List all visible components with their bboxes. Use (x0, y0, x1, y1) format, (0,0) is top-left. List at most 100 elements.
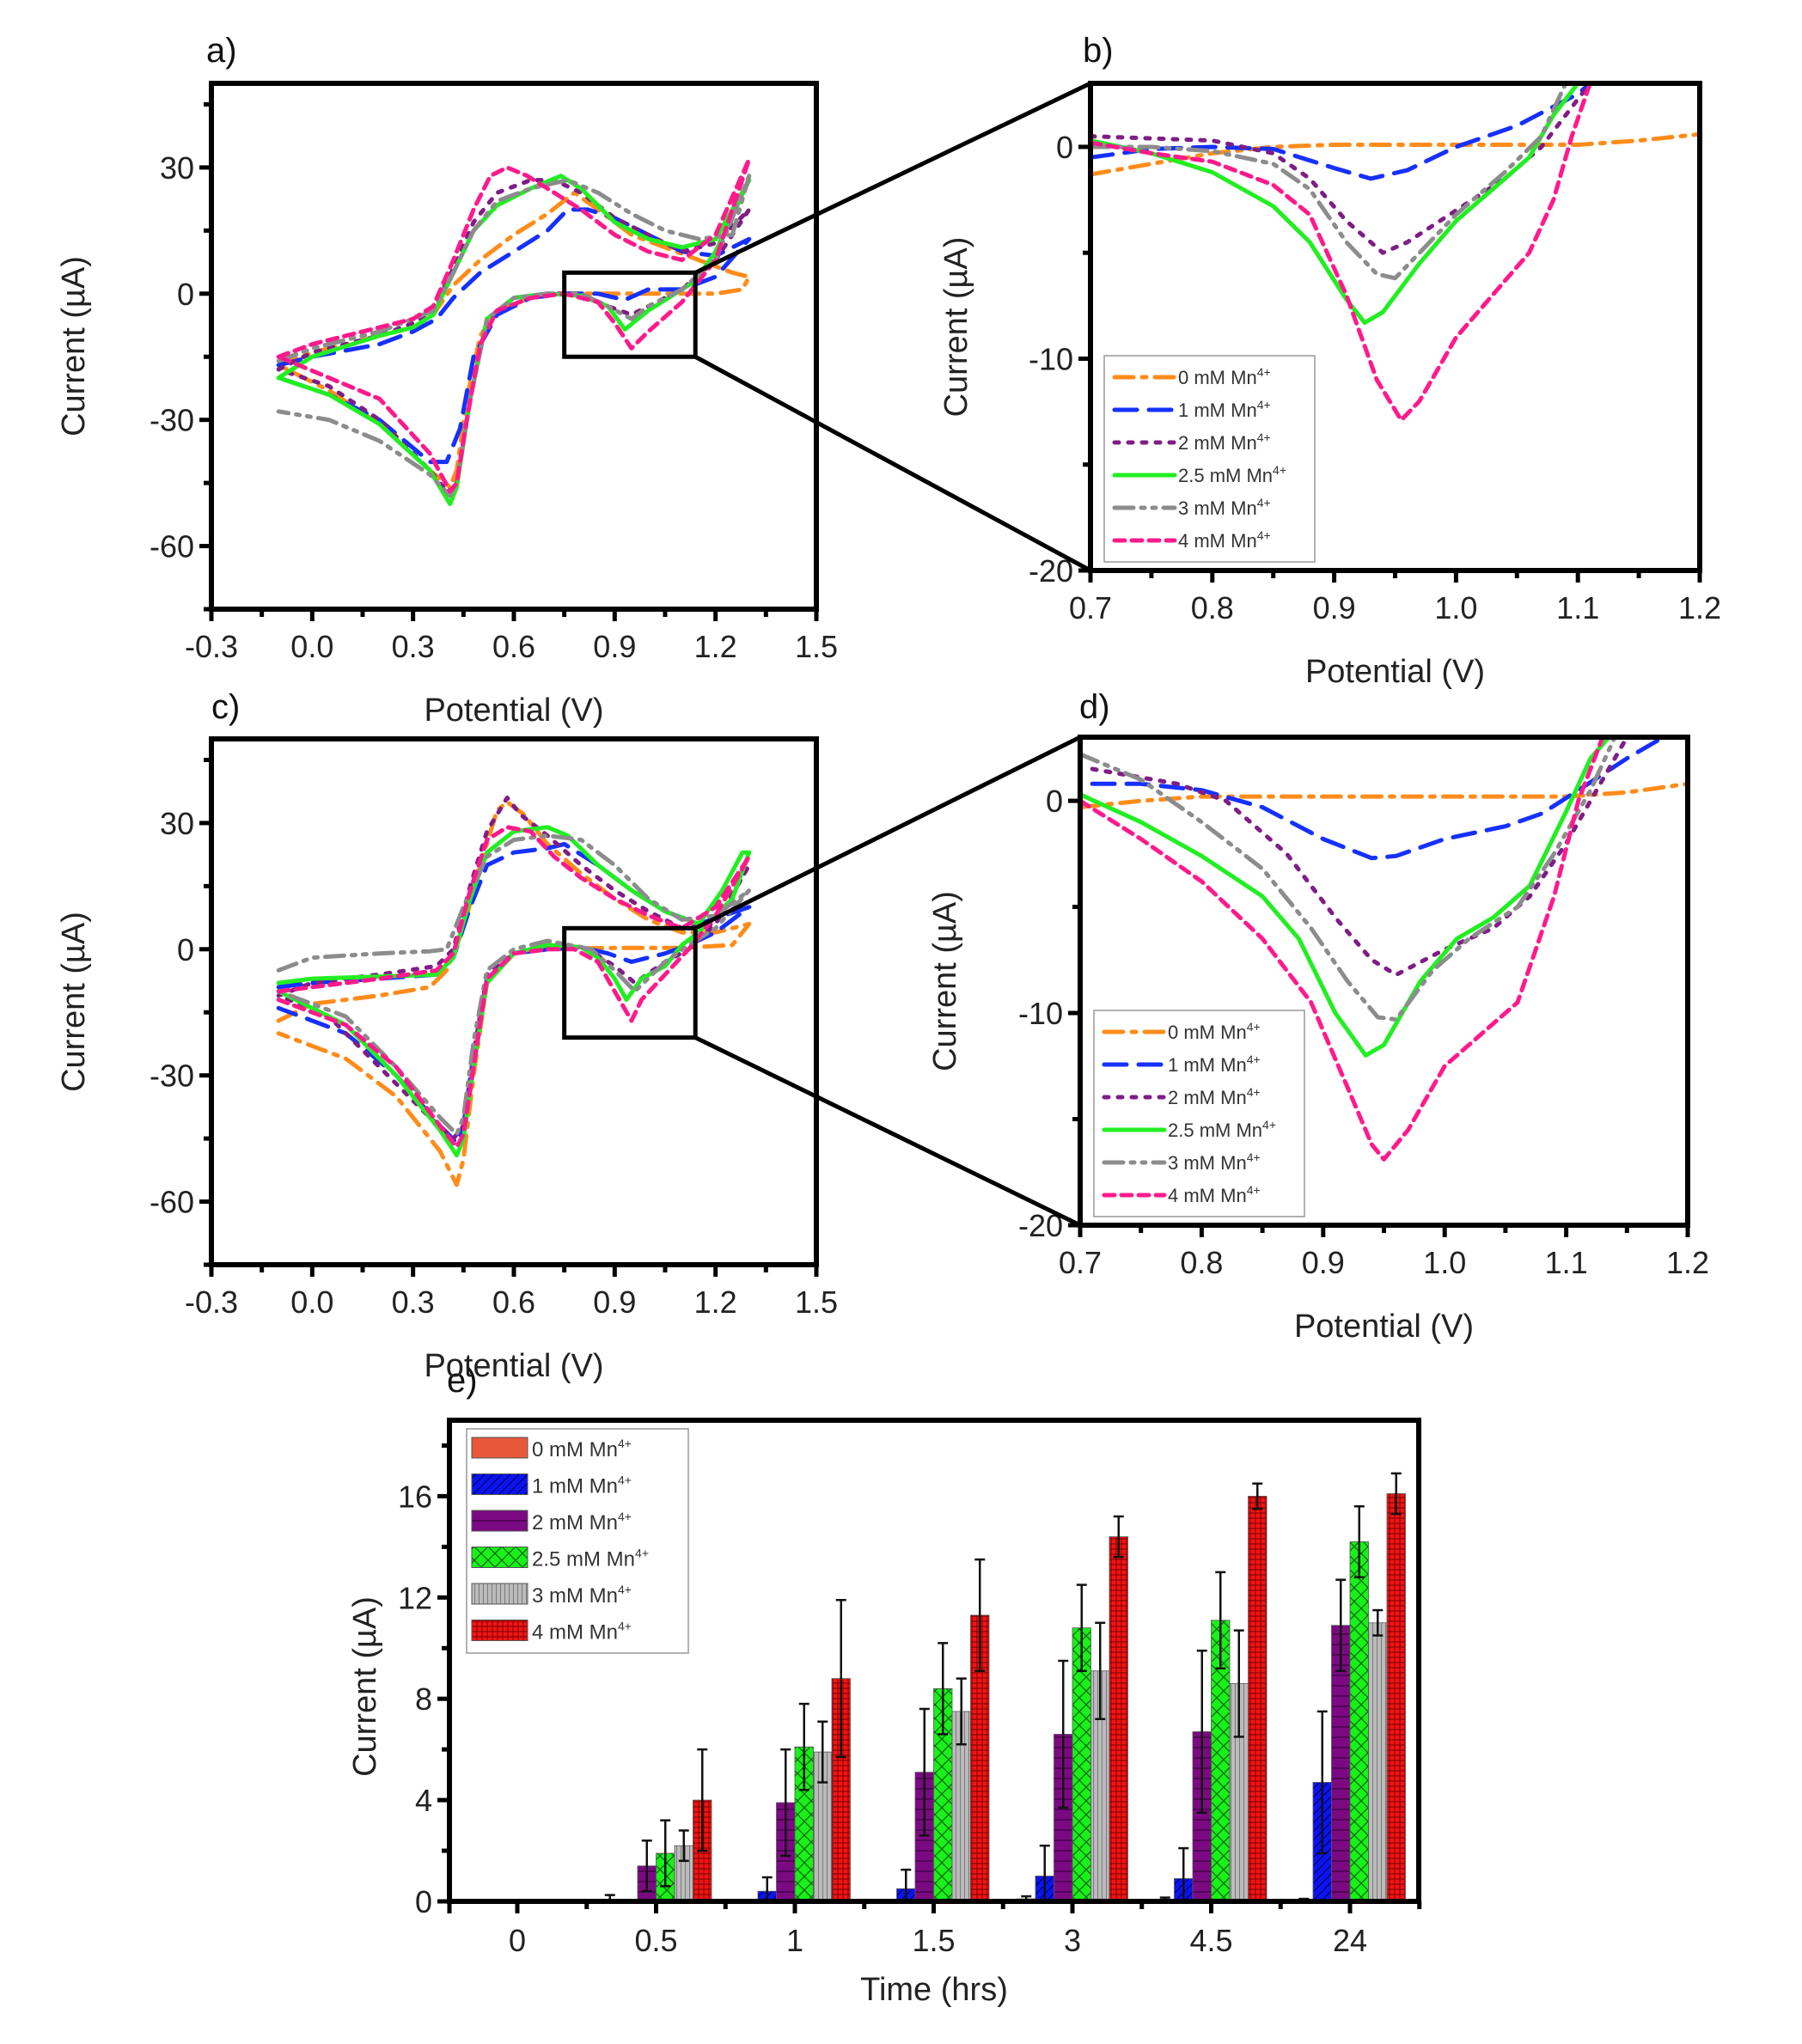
legend-box (466, 1428, 689, 1654)
legend-swatch (471, 1620, 528, 1641)
series-line-3-mm-mn4- (1090, 83, 1568, 281)
x-tick-label: 0.9 (593, 1284, 636, 1320)
y-tick-label: -60 (150, 1185, 194, 1220)
y-tick-label: 0 (1046, 784, 1063, 819)
x-tick-label: 0.8 (1180, 1245, 1223, 1280)
x-tick-label: 0 (509, 1923, 526, 1958)
x-tick-label: 1.2 (1678, 590, 1721, 625)
panel-a-cv-plot: -0.3 0.0 0.3 0.6 0.9 1.2 1.5 30 0 -30 -60 Potential… (56, 81, 838, 729)
y-tick-label: 0 (1056, 130, 1073, 165)
legend: 0 mM Mn4+ 1 mM Mn4+ 2 mM Mn4+ 2.5 mM Mn4+ 3 … (1093, 1010, 1305, 1217)
panel-e-bar-chart: 0 0.5 1 1.5 3 4.5 24 0 4 8 12 16 Time (hrs) Current (… (347, 1418, 1422, 2008)
legend-label: 1 mM Mn4+ (1168, 1053, 1261, 1076)
y-tick-label: -10 (1029, 341, 1073, 376)
y-axis-title: Current (µA) (56, 256, 92, 436)
x-tick-label: 0.9 (593, 629, 636, 664)
legend: 0 mM Mn4+ 1 mM Mn4+ 2 mM Mn4+ 2.5 mM Mn4+ 3 … (466, 1428, 689, 1654)
y-tick-label: 8 (415, 1681, 432, 1717)
legend-swatch (471, 1547, 528, 1568)
zoom-connector-lines (694, 81, 1092, 1228)
series-line-0-mm-mn4- (1080, 781, 1688, 809)
zoom-region-box (562, 925, 698, 1040)
y-tick-label: -60 (150, 529, 194, 564)
series-line-2-5-mm-mn4- (1090, 83, 1580, 326)
series-line-2-mm-mn4- (276, 796, 752, 1141)
zoom-connector-top (694, 81, 1092, 275)
series-group (1090, 83, 1700, 423)
x-tick-label: 1.0 (1423, 1245, 1466, 1280)
panel-label-b: b) (1083, 32, 1114, 70)
bar (1368, 1622, 1388, 1902)
panel-label-e: e) (447, 1362, 478, 1400)
series-line-0-mm-mn4- (276, 799, 752, 1187)
x-tick-label: 0.3 (392, 629, 435, 664)
series-line-2-mm-mn4- (1090, 83, 1592, 255)
legend-box (1093, 1010, 1305, 1217)
bar (1248, 1496, 1268, 1902)
x-tick-label: 24 (1333, 1923, 1367, 1958)
x-axis-title: Potential (V) (424, 693, 603, 729)
y-axis-title: Current (µA) (927, 891, 963, 1071)
x-tick-label: 0.6 (492, 629, 535, 664)
panel-label-a: a) (206, 32, 237, 70)
series-group (276, 796, 752, 1187)
legend-label: 0 mM Mn4+ (1178, 365, 1271, 388)
legend-label: 1 mM Mn4+ (532, 1474, 632, 1498)
x-tick-label: 1.2 (694, 1284, 737, 1320)
y-tick-label: 30 (160, 150, 194, 186)
x-tick-label: 1.0 (1434, 590, 1477, 625)
series-line-4-mm-mn4- (276, 156, 752, 494)
x-tick-label: 0.9 (1313, 590, 1356, 625)
legend-swatch (471, 1474, 528, 1495)
x-tick-label: 0.6 (492, 1284, 535, 1320)
series-line-4-mm-mn4- (1090, 83, 1592, 423)
x-axis-title: Potential (V) (1305, 654, 1485, 690)
series-line-2-5-mm-mn4- (276, 825, 752, 1158)
series-line-0-mm-mn4- (1090, 131, 1700, 177)
legend-label: 4 mM Mn4+ (532, 1620, 632, 1644)
x-tick-label: -0.3 (185, 629, 238, 664)
y-tick-label: 12 (398, 1580, 432, 1615)
legend-label: 3 mM Mn4+ (532, 1583, 632, 1608)
x-tick-label: 1.1 (1545, 1245, 1588, 1280)
y-tick-label: -30 (150, 403, 194, 438)
y-axis-title: Current (µA) (938, 237, 974, 418)
series-group (1080, 737, 1688, 1162)
x-axis-title: Time (hrs) (860, 1972, 1008, 2008)
legend-swatch (471, 1583, 528, 1605)
y-axis-title: Current (µA) (56, 912, 92, 1092)
x-tick-label: 0.0 (290, 629, 333, 664)
x-axis-title: Potential (V) (1294, 1309, 1474, 1345)
x-axis-title: Potential (V) (424, 1348, 603, 1384)
x-tick-label: 1 (786, 1923, 803, 1958)
series-line-3-mm-mn4- (276, 833, 752, 1137)
x-tick-label: 0.8 (1191, 590, 1234, 625)
x-tick-label: 0.7 (1059, 1245, 1102, 1280)
legend-label: 2 mM Mn4+ (1178, 430, 1271, 454)
y-tick-label: 0 (177, 277, 194, 312)
series-line-2-mm-mn4- (1090, 737, 1629, 978)
y-tick-label: 30 (160, 806, 194, 841)
x-tick-label: -0.3 (185, 1284, 238, 1320)
series-line-3-mm-mn4- (1080, 737, 1617, 1022)
zoom-connector-top (694, 735, 1082, 930)
bar (1386, 1493, 1406, 1902)
legend: 0 mM Mn4+ 1 mM Mn4+ 2 mM Mn4+ 2.5 mM Mn4+ 3 … (1103, 355, 1316, 563)
panel-c-cv-plot: -0.3 0.0 0.3 0.6 0.9 1.2 1.5 30 0 -30 -60 Potential… (56, 736, 838, 1384)
series-group (276, 156, 752, 507)
y-tick-label: -30 (150, 1059, 194, 1094)
y-tick-label: 16 (398, 1479, 432, 1514)
x-tick-label: 1.5 (795, 629, 838, 664)
y-tick-label: 0 (415, 1884, 432, 1919)
y-axis-title: Current (µA) (347, 1596, 383, 1777)
series-line-2-5-mm-mn4- (1080, 737, 1611, 1058)
legend-label: 3 mM Mn4+ (1168, 1150, 1261, 1174)
x-tick-label: 0.9 (1302, 1245, 1345, 1280)
zoom-connector-bottom (694, 1035, 1082, 1228)
series-line-1-mm-mn4- (276, 207, 752, 465)
legend-swatch (471, 1510, 528, 1532)
series-line-1-mm-mn4- (1090, 83, 1592, 181)
